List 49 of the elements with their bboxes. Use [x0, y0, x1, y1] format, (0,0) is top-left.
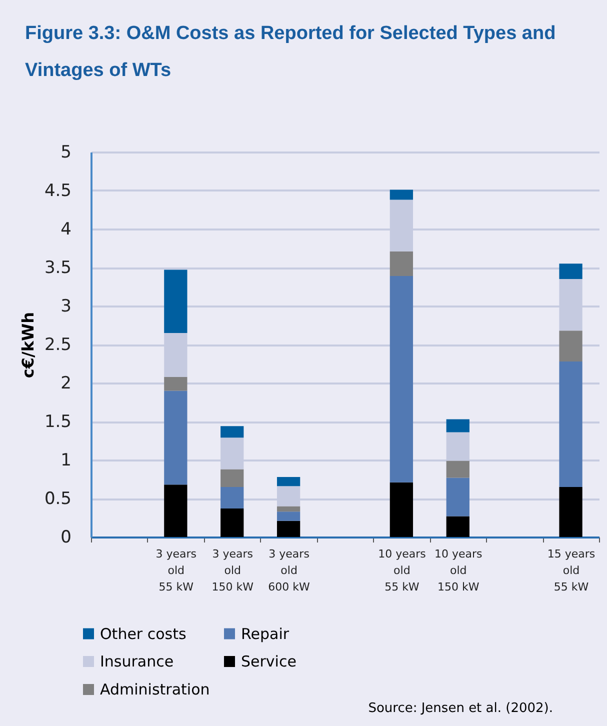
- bar: [276, 512, 300, 521]
- bar: [220, 486, 244, 509]
- legend-label: Service: [241, 652, 296, 670]
- legend-label: Other costs: [100, 624, 186, 643]
- bar: [390, 276, 414, 482]
- bar: [164, 390, 188, 485]
- x-tick-label: 3 years old 600 kW: [268, 548, 310, 594]
- y-tick-label: 3: [60, 296, 72, 316]
- bar: [276, 476, 300, 486]
- bar: [220, 426, 244, 438]
- bar: [559, 361, 582, 487]
- chart-title: Figure 3.3: O&M Costs as Reported for Selected Types and Vintages of WTs: [25, 23, 556, 81]
- bar: [164, 270, 188, 333]
- bar: [164, 376, 188, 391]
- legend-label: Administration: [100, 680, 210, 698]
- y-tick-label: 3.5: [44, 258, 72, 278]
- bar: [164, 484, 188, 537]
- bar: [390, 482, 414, 537]
- y-tick-label: 2: [60, 374, 72, 394]
- bar: [220, 469, 244, 487]
- legend-label: Insurance: [100, 652, 174, 670]
- y-tick-label: 4: [60, 220, 72, 240]
- bar: [276, 506, 300, 512]
- x-tick-label: 10 years old 55 kW: [378, 548, 426, 594]
- bar: [390, 251, 414, 276]
- y-tick-label: 1: [60, 450, 72, 470]
- y-tick-label: 1.5: [44, 412, 72, 432]
- legend-label: Repair: [241, 624, 290, 643]
- bar: [276, 520, 300, 537]
- bar: [559, 264, 582, 280]
- bar: [559, 486, 582, 537]
- bar: [446, 419, 470, 432]
- y-tick-label: 0: [60, 528, 72, 548]
- bar: [446, 460, 470, 478]
- x-tick-label: 3 years old 150 kW: [212, 548, 254, 594]
- bar: [220, 508, 244, 537]
- bar: [559, 330, 582, 362]
- bar: [446, 516, 470, 537]
- y-tick-label: 2.5: [44, 335, 72, 355]
- bar: [390, 190, 414, 200]
- y-tick-label: 4.5: [44, 181, 72, 201]
- x-tick-label: 10 years old 150 kW: [434, 548, 483, 594]
- x-tick-label: 15 years old 55 kW: [547, 548, 596, 594]
- x-tick-label: 3 years old 55 kW: [156, 548, 197, 594]
- source-note: Source: Jensen et al. (2002).: [368, 701, 553, 716]
- y-tick-label: 0.5: [44, 489, 72, 509]
- y-tick-label: 5: [60, 142, 72, 162]
- bar: [446, 478, 470, 516]
- y-axis-title: c€/kWh: [18, 312, 38, 378]
